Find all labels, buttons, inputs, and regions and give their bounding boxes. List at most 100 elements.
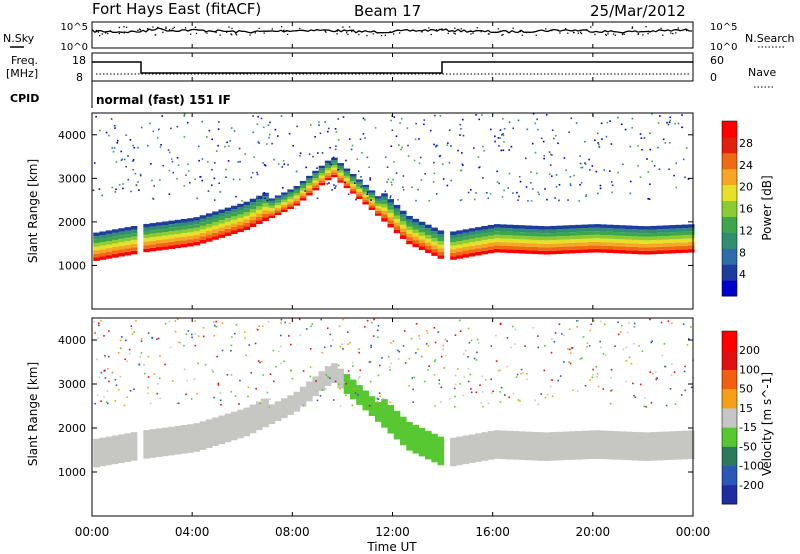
power-echo-cell [274, 210, 282, 213]
power-echo-cell [299, 198, 307, 201]
scatter-echo [390, 114, 393, 117]
power-echo-cell [400, 214, 407, 218]
scatter-echo [378, 364, 381, 367]
scatter-echo [187, 330, 190, 332]
power-echo-cell [168, 245, 175, 249]
scatter-echo [358, 351, 360, 354]
scatter-echo [351, 404, 354, 407]
scatter-echo [130, 190, 132, 193]
velocity-echo-cell [149, 429, 157, 458]
power-echo-cell [356, 196, 363, 200]
scatter-echo [407, 155, 410, 157]
scatter-echo [202, 326, 205, 329]
velocity-echo-cell [544, 432, 551, 461]
noise-dot [453, 32, 455, 34]
scatter-echo [641, 350, 644, 353]
power-echo-cell [243, 208, 251, 213]
scatter-echo [544, 188, 546, 190]
scatter-echo [257, 115, 259, 118]
power-echo-cell [493, 224, 501, 228]
power-echo-cell [525, 225, 532, 230]
scatter-echo [395, 172, 398, 174]
power-echo-cell [312, 173, 319, 176]
scatter-echo [315, 380, 317, 382]
scatter-echo [553, 340, 556, 343]
scatter-echo [367, 197, 369, 199]
power-echo-cell [362, 194, 370, 198]
power-echo-cell [481, 250, 488, 255]
scatter-echo [193, 378, 196, 380]
scatter-echo [387, 178, 390, 181]
power-echo-cell [99, 235, 107, 239]
power-echo-cell [393, 222, 401, 227]
power-echo-cell [400, 231, 407, 236]
noise-dot [104, 32, 107, 34]
power-echo-cell [525, 232, 532, 237]
power-echo-cell [149, 247, 157, 252]
velocity-echo-cell [600, 430, 607, 460]
scatter-echo [565, 169, 567, 172]
scatter-echo [187, 170, 190, 172]
scatter-echo [434, 114, 436, 117]
power-echo-cell [537, 240, 545, 244]
noise-dot [146, 28, 149, 30]
scatter-echo [218, 121, 220, 123]
power-echo-cell [644, 243, 651, 248]
noise-dot [157, 26, 159, 29]
power-echo-cell [349, 188, 357, 192]
power-echo-cell [487, 246, 495, 250]
scatter-echo [589, 379, 591, 381]
scatter-echo [266, 143, 268, 145]
scatter-echo [675, 186, 678, 189]
power-echo-cell [575, 246, 582, 250]
scatter-echo [482, 177, 484, 179]
colorbar-segment [722, 136, 737, 154]
scatter-echo [111, 147, 114, 149]
scatter-echo [123, 404, 126, 407]
scatter-echo [563, 361, 565, 363]
scatter-echo [108, 330, 110, 332]
scatter-echo [269, 398, 271, 400]
scatter-echo [161, 115, 163, 117]
scatter-echo [633, 394, 635, 397]
scatter-echo [369, 380, 372, 383]
scatter-echo [406, 127, 409, 129]
power-echo-cell [500, 227, 507, 232]
scatter-echo [114, 127, 116, 129]
noise-dot [675, 32, 677, 34]
scatter-echo [338, 139, 340, 141]
colorbar-segment [722, 121, 737, 138]
power-echo-cell [525, 239, 532, 244]
power-echo-cell [118, 228, 125, 232]
scatter-echo [111, 371, 114, 374]
scatter-echo [299, 334, 302, 337]
colorbar-segment [722, 232, 737, 249]
power-echo-cell [287, 199, 294, 202]
scatter-echo [664, 142, 667, 144]
power-echo-cell [262, 203, 269, 207]
scatter-echo [149, 122, 151, 125]
power-echo-cell [487, 242, 495, 247]
scatter-echo [591, 376, 594, 379]
noise-right-tick-bottom: 10^0 [710, 42, 737, 53]
scatter-echo [199, 176, 201, 178]
power-echo-cell [431, 245, 438, 249]
power-echo-cell [312, 178, 319, 181]
scatter-echo [476, 338, 479, 341]
power-echo-cell [274, 202, 282, 206]
power-echo-cell [356, 181, 363, 185]
scatter-echo [213, 324, 216, 327]
power-echo-cell [124, 230, 132, 235]
noise-dot [567, 32, 569, 34]
power-echo-cell [112, 246, 119, 251]
scatter-echo [350, 148, 353, 151]
noise-dot [502, 33, 504, 36]
power-echo-cell [168, 224, 175, 228]
scatter-echo [319, 132, 322, 135]
scatter-echo [476, 351, 478, 354]
scatter-echo [603, 323, 606, 326]
power-echo-cell [99, 238, 107, 243]
scatter-echo [371, 321, 373, 324]
scatter-echo [213, 177, 216, 180]
